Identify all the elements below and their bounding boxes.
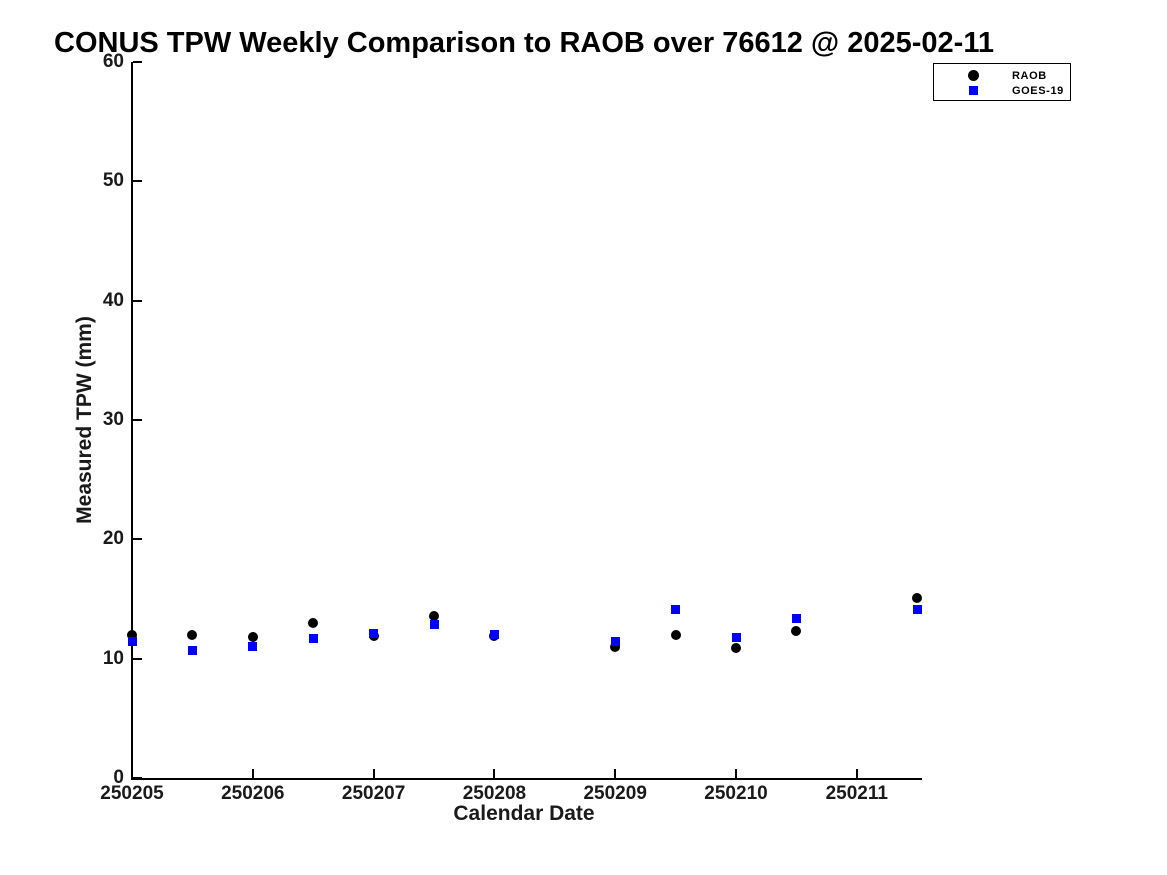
data-point-goes-19 — [429, 619, 439, 629]
y-tick-label: 10 — [102, 647, 124, 669]
x-axis-tick — [855, 769, 858, 778]
legend-label: GOES-19 — [1012, 84, 1064, 97]
circle-glyph — [967, 70, 979, 81]
x-axis-tick — [251, 769, 254, 778]
x-tick-label: 250208 — [462, 783, 527, 804]
data-point-raob — [127, 629, 137, 640]
data-point-goes-19 — [369, 629, 379, 639]
y-tick-label: 60 — [102, 51, 124, 72]
data-point-raob — [187, 629, 198, 640]
data-point-goes-19 — [671, 605, 681, 615]
data-point-raob — [912, 592, 923, 603]
y-axis-tick — [133, 538, 142, 541]
chart-title: CONUS TPW Weekly Comparison to RAOB over… — [54, 27, 994, 59]
y-tick-label: 0 — [113, 767, 124, 788]
y-axis-tick — [133, 61, 142, 63]
data-point-goes-19 — [187, 645, 197, 655]
x-axis-tick — [614, 769, 617, 778]
data-point-goes-19 — [912, 605, 922, 615]
square-marker-icon — [934, 86, 1012, 95]
y-axis-tick — [133, 777, 142, 779]
y-axis-tick — [133, 657, 142, 660]
data-point-goes-19 — [489, 630, 499, 640]
x-axis-label: Calendar Date — [453, 802, 595, 825]
square-glyph — [968, 86, 978, 95]
y-tick-label: 20 — [102, 528, 124, 550]
legend: RAOB GOES-19 — [933, 63, 1071, 101]
data-point-goes-19 — [791, 613, 801, 623]
data-point-raob — [731, 642, 741, 653]
x-tick-label: 250209 — [583, 783, 647, 804]
legend-entry-goes-19: GOES-19 — [934, 83, 1070, 98]
x-axis-tick — [493, 769, 496, 778]
y-axis-tick — [133, 299, 142, 302]
x-tick-label: 250205 — [100, 783, 164, 804]
data-point-raob — [670, 629, 681, 640]
data-point-goes-19 — [731, 632, 741, 642]
y-tick-label: 50 — [102, 170, 124, 192]
y-tick-label: 40 — [102, 289, 124, 311]
y-tick-label: 30 — [102, 409, 124, 430]
data-point-raob — [610, 641, 621, 652]
x-axis-tick — [131, 769, 133, 778]
legend-label: RAOB — [1012, 69, 1047, 82]
data-point-raob — [247, 632, 258, 643]
legend-entry-raob: RAOB — [934, 68, 1070, 83]
y-axis-tick — [133, 419, 142, 421]
plot-area — [131, 62, 922, 780]
x-tick-label: 250206 — [221, 783, 285, 804]
data-point-goes-19 — [248, 642, 258, 652]
data-point-raob — [791, 626, 802, 637]
x-tick-label: 250210 — [704, 783, 768, 804]
circle-marker-icon — [934, 70, 1012, 81]
x-axis-tick — [372, 769, 375, 778]
y-axis-tick — [133, 180, 142, 183]
data-point-goes-19 — [308, 633, 318, 643]
data-point-raob — [308, 617, 319, 628]
data-point-raob — [429, 610, 439, 621]
data-point-goes-19 — [610, 637, 620, 647]
x-axis-tick — [735, 769, 737, 778]
x-tick-label: 250207 — [341, 783, 406, 804]
x-tick-label: 250211 — [825, 783, 888, 804]
data-point-goes-19 — [127, 637, 137, 647]
